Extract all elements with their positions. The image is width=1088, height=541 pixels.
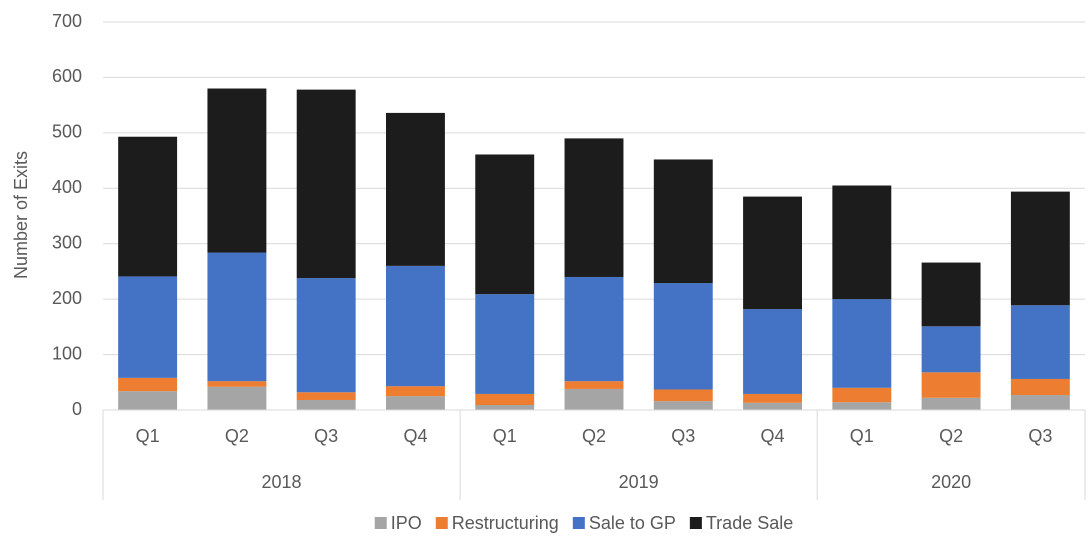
bar-segment: [1010, 191, 1070, 306]
bar-segment: [118, 377, 178, 392]
x-tick-label: Q2: [939, 426, 963, 446]
bar-segment: [118, 136, 178, 277]
legend-label: Sale to GP: [589, 513, 676, 533]
bar-segment: [296, 278, 356, 393]
y-tick-label: 0: [72, 399, 82, 419]
y-tick-label: 500: [52, 122, 82, 142]
bar-segment: [118, 391, 178, 410]
x-tick-label: Q2: [225, 426, 249, 446]
x-tick-label: Q1: [493, 426, 517, 446]
y-axis-label: Number of Exits: [11, 151, 31, 279]
bar-segment: [385, 396, 445, 410]
bar-segment: [653, 159, 713, 284]
bar-segment: [1010, 395, 1070, 410]
bar-segment: [1010, 378, 1070, 396]
bar-segment: [832, 185, 892, 300]
bar-segment: [653, 401, 713, 410]
x-tick-label: Q3: [1028, 426, 1052, 446]
bar-segment: [118, 276, 178, 378]
bar-segment: [475, 393, 535, 406]
bar-segment: [385, 386, 445, 397]
bar-segment: [475, 405, 535, 410]
x-tick-label: Q1: [136, 426, 160, 446]
bar-segment: [743, 196, 803, 310]
bar-segment: [832, 387, 892, 403]
bar-segment: [921, 326, 981, 373]
bar-segment: [385, 112, 445, 266]
bar-segment: [475, 154, 535, 295]
bar-segment: [564, 388, 624, 410]
bar-segment: [475, 294, 535, 394]
bar-segment: [564, 381, 624, 389]
bar-segment: [564, 138, 624, 277]
bar-segment: [207, 381, 267, 387]
legend-label: Restructuring: [452, 513, 559, 533]
x-tick-label: Q1: [850, 426, 874, 446]
group-label: 2019: [619, 472, 659, 492]
group-label: 2018: [262, 472, 302, 492]
bar-segment: [832, 402, 892, 410]
bar-segment: [207, 386, 267, 410]
legend-label: IPO: [391, 513, 422, 533]
bar-segment: [564, 276, 624, 382]
bar-segment: [921, 262, 981, 327]
legend-label: Trade Sale: [706, 513, 793, 533]
bar-segment: [207, 252, 267, 382]
legend-marker: [435, 517, 448, 529]
bar-segment: [207, 88, 267, 253]
x-tick-label: Q3: [671, 426, 695, 446]
x-tick-label: Q3: [314, 426, 338, 446]
x-tick-label: Q2: [582, 426, 606, 446]
bar-segment: [743, 402, 803, 410]
y-tick-label: 200: [52, 288, 82, 308]
legend-marker: [374, 517, 387, 529]
bar-segment: [653, 283, 713, 390]
bar-segment: [385, 265, 445, 387]
bar-segment: [743, 393, 803, 403]
y-tick-label: 600: [52, 66, 82, 86]
bar-segment: [653, 389, 713, 402]
bar-segment: [296, 400, 356, 410]
bar-segment: [296, 392, 356, 401]
y-tick-label: 700: [52, 11, 82, 31]
bar-segment: [921, 397, 981, 410]
group-label: 2020: [931, 472, 971, 492]
y-tick-label: 400: [52, 177, 82, 197]
legend-marker: [689, 517, 702, 529]
bar-segment: [1010, 305, 1070, 379]
bar-segment: [743, 309, 803, 394]
legend-marker: [572, 517, 585, 529]
bar-segment: [832, 299, 892, 388]
x-tick-label: Q4: [761, 426, 785, 446]
bar-segment: [296, 89, 356, 279]
y-tick-label: 300: [52, 232, 82, 252]
x-tick-label: Q4: [403, 426, 427, 446]
y-tick-label: 100: [52, 343, 82, 363]
bar-segment: [921, 372, 981, 398]
